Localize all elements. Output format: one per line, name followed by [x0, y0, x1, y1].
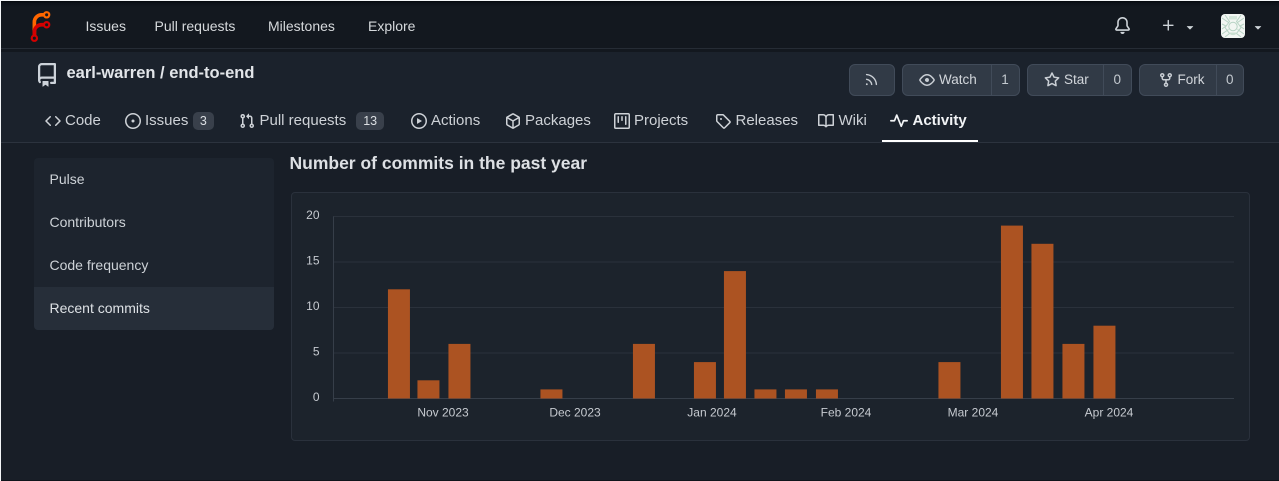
svg-text:15: 15: [306, 254, 320, 268]
svg-text:Nov 2023: Nov 2023: [417, 406, 469, 420]
svg-text:Dec 2023: Dec 2023: [549, 406, 601, 420]
svg-text:10: 10: [306, 299, 320, 313]
svg-text:20: 20: [306, 208, 320, 222]
svg-text:5: 5: [313, 345, 320, 359]
svg-text:0: 0: [313, 390, 320, 404]
svg-text:Apr 2024: Apr 2024: [1085, 406, 1134, 420]
svg-text:Feb 2024: Feb 2024: [821, 406, 872, 420]
svg-text:Jan 2024: Jan 2024: [687, 406, 737, 420]
svg-text:Mar 2024: Mar 2024: [948, 406, 999, 420]
